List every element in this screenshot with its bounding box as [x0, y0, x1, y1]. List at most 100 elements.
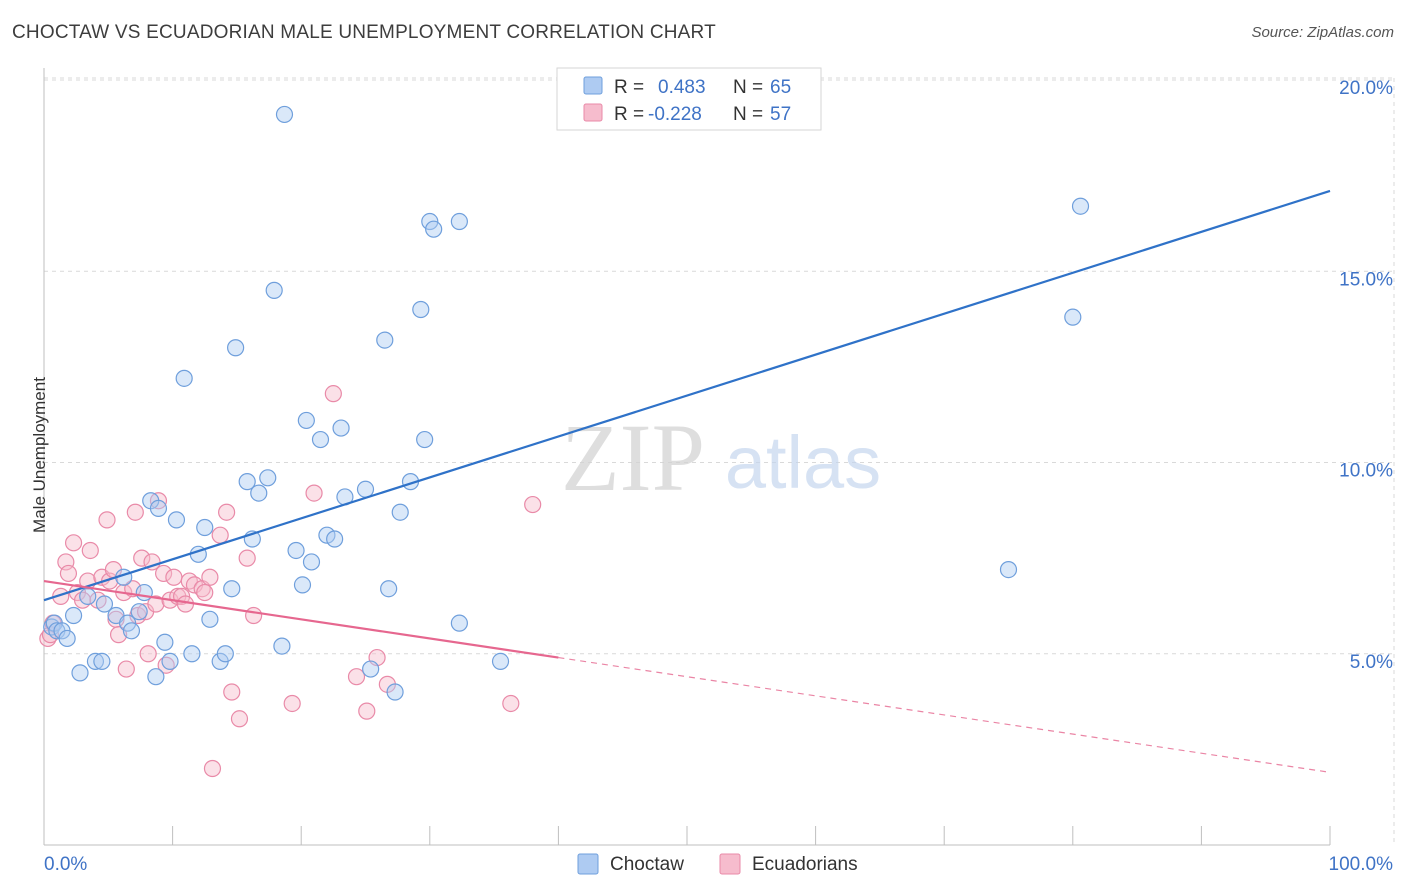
ecuadorian-point: [154, 564, 173, 583]
choctaw-point: [318, 526, 336, 544]
legend-n-value: 65: [770, 77, 791, 98]
choctaw-point: [416, 430, 434, 449]
choctaw-point: [238, 473, 256, 491]
choctaw-point: [362, 660, 380, 678]
ecuadorian-point: [283, 694, 301, 713]
y-tick-label: 5.0%: [1350, 652, 1393, 673]
choctaw-point: [326, 530, 344, 548]
ecuadorian-point: [139, 645, 157, 663]
ecuadorian-point: [305, 484, 323, 502]
choctaw-point: [275, 105, 294, 124]
legend-swatch-choctaw: [577, 853, 599, 875]
ecuadorian-point: [238, 549, 256, 567]
choctaw-point: [58, 629, 76, 648]
choctaw-point: [412, 300, 430, 319]
ecuadorian-point: [203, 759, 222, 778]
ecuadorian-point: [126, 503, 144, 521]
choctaw-point: [223, 580, 241, 598]
choctaw-point: [999, 560, 1018, 579]
choctaw-point: [122, 622, 141, 640]
choctaw-point: [175, 369, 193, 387]
ecuadorian-point: [230, 710, 249, 728]
ecuadorian-point: [218, 503, 236, 521]
choctaw-point: [71, 664, 89, 682]
ecuadorian-point: [133, 549, 151, 567]
legend-r-value: -0.228: [648, 104, 702, 125]
legend-n-label: N =: [733, 77, 763, 98]
choctaw-point: [386, 683, 404, 701]
choctaw-point: [376, 331, 394, 349]
choctaw-point: [201, 610, 219, 628]
ecuadorian-point: [165, 568, 183, 586]
ecuadorian-trend-line: [43, 579, 559, 659]
choctaw-point: [149, 499, 168, 517]
x-tick-label: 100.0%: [1329, 854, 1394, 875]
ecuadorian-point: [109, 626, 128, 644]
ecuadorian-point: [358, 702, 376, 720]
choctaw-point: [135, 583, 153, 602]
y-axis-title: Male Unemployment: [30, 377, 49, 533]
ecuadorian-point: [98, 511, 116, 529]
choctaw-points: [43, 105, 1090, 701]
choctaw-point: [227, 339, 245, 357]
choctaw-point: [356, 480, 375, 498]
ecuadorian-point: [223, 683, 241, 701]
ecuadorian-point: [201, 568, 219, 586]
choctaw-point: [491, 652, 510, 671]
ecuadorian-point: [347, 668, 366, 686]
ecuadorian-point: [59, 564, 78, 583]
legend-swatch-choctaw: [583, 76, 603, 95]
choctaw-point: [86, 652, 105, 671]
grid-lines: [44, 77, 1395, 845]
choctaw-point: [167, 511, 186, 529]
choctaw-point: [425, 220, 443, 238]
choctaw-point: [380, 580, 398, 598]
ecuadorian-point: [81, 541, 99, 560]
legend-n-value: 57: [770, 104, 791, 125]
legend-label-ecuadorian: Ecuadorians: [752, 854, 858, 875]
ecuadorian-point: [211, 526, 229, 544]
choctaw-point: [287, 541, 305, 560]
watermark-zip: ZIP: [561, 404, 705, 511]
x-tick-label: 0.0%: [44, 854, 87, 875]
axes: [43, 68, 1331, 846]
ecuadorian-point: [502, 694, 520, 713]
choctaw-point: [450, 614, 468, 632]
ecuadorian-points: [39, 385, 542, 778]
legend-r-label: R =: [614, 77, 644, 98]
legend-n-label: N =: [733, 104, 763, 125]
choctaw-point: [265, 281, 283, 299]
ecuadorian-point: [196, 583, 214, 602]
ecuadorian-point: [147, 595, 165, 613]
y-tick-label: 10.0%: [1339, 461, 1393, 482]
choctaw-point: [1071, 197, 1090, 215]
choctaw-point: [311, 430, 330, 449]
choctaw-point: [147, 668, 165, 686]
series-legend: Choctaw Ecuadorians: [577, 853, 858, 875]
choctaw-point: [332, 419, 350, 437]
choctaw-point: [130, 603, 148, 621]
choctaw-point: [273, 637, 291, 655]
tick-labels: 5.0% 10.0% 15.0% 20.0% 0.0% 100.0%: [44, 78, 1393, 875]
choctaw-point: [216, 645, 234, 663]
choctaw-point: [183, 645, 201, 663]
choctaw-point: [259, 469, 277, 487]
ecuadorian-trend-extension: [558, 656, 1331, 773]
choctaw-trend-line: [43, 189, 1331, 602]
legend-r-value: 0.483: [658, 77, 706, 98]
ecuadorian-point: [524, 495, 542, 514]
watermark: ZIP atlas: [561, 404, 881, 511]
trend-lines: [43, 189, 1331, 773]
ecuadorian-point: [245, 606, 263, 625]
chart-title: CHOCTAW VS ECUADORIAN MALE UNEMPLOYMENT …: [12, 22, 716, 43]
choctaw-point: [196, 518, 214, 537]
choctaw-point: [93, 652, 111, 671]
correlation-legend: R = 0.483 N = 65 R = -0.228 N = 57: [556, 67, 822, 131]
choctaw-point: [1064, 308, 1082, 326]
choctaw-point: [302, 553, 321, 571]
legend-label-choctaw: Choctaw: [610, 854, 684, 875]
watermark-atlas: atlas: [725, 421, 881, 504]
choctaw-point: [391, 503, 409, 521]
source-label: Source: ZipAtlas.com: [1251, 24, 1394, 41]
y-tick-label: 15.0%: [1339, 269, 1393, 290]
